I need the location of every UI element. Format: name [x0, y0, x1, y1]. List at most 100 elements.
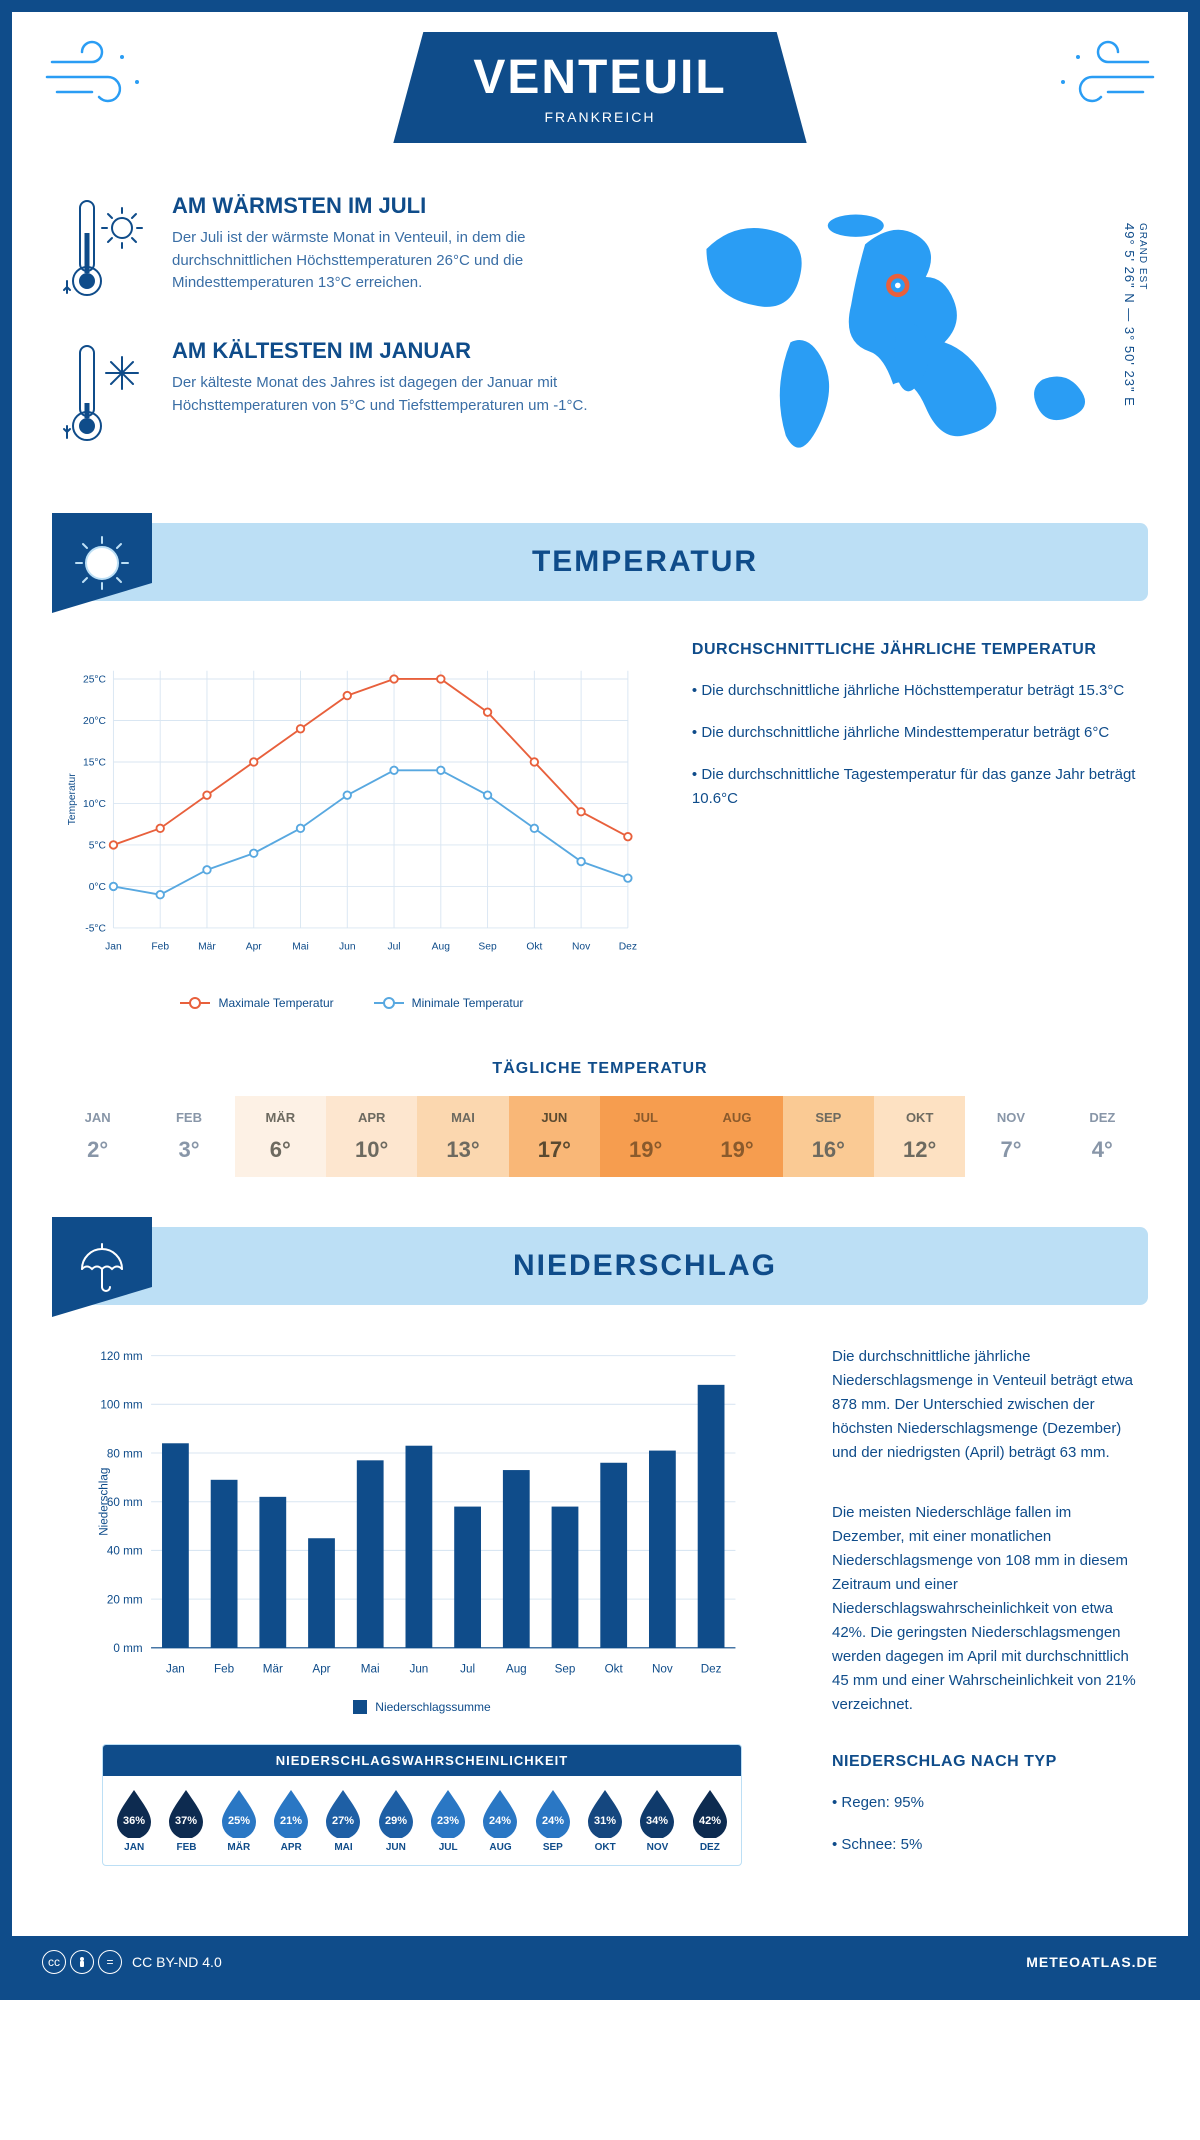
daily-temp-title: TÄGLICHE TEMPERATUR	[12, 1060, 1188, 1078]
svg-text:40 mm: 40 mm	[107, 1545, 143, 1558]
probability-drop: 37% FEB	[161, 1788, 211, 1853]
svg-text:Sep: Sep	[555, 1662, 576, 1675]
thermometer-hot-icon	[62, 193, 152, 303]
temp-bullet-1: • Die durchschnittliche jährliche Mindes…	[692, 721, 1138, 745]
svg-text:Apr: Apr	[312, 1662, 330, 1675]
license-block: cc = CC BY-ND 4.0	[42, 1950, 222, 1974]
cc-icons: cc =	[42, 1950, 122, 1974]
svg-text:Jul: Jul	[387, 941, 400, 952]
svg-text:Aug: Aug	[432, 941, 451, 952]
svg-text:20°C: 20°C	[83, 716, 107, 727]
svg-text:21%: 21%	[280, 1815, 302, 1827]
svg-text:29%: 29%	[385, 1815, 407, 1827]
probability-drop: 29% JUN	[371, 1788, 421, 1853]
svg-text:Okt: Okt	[526, 941, 542, 952]
svg-text:Mai: Mai	[361, 1662, 380, 1675]
temp-section-banner: TEMPERATUR	[52, 523, 1148, 601]
svg-text:120 mm: 120 mm	[100, 1350, 142, 1363]
temp-legend: Maximale Temperatur Minimale Temperatur	[62, 996, 642, 1010]
infographic-frame: VENTEUIL FRANKREICH	[0, 0, 1200, 2000]
svg-text:Jun: Jun	[409, 1662, 428, 1675]
probability-drop: 21% APR	[266, 1788, 316, 1853]
svg-text:5°C: 5°C	[89, 841, 107, 852]
svg-text:Jun: Jun	[339, 941, 356, 952]
temp-bullet-0: • Die durchschnittliche jährliche Höchst…	[692, 679, 1138, 703]
precipitation-bar-chart: 0 mm20 mm40 mm60 mm80 mm100 mm120 mmNied…	[62, 1345, 782, 1685]
probability-drop: 24% SEP	[528, 1788, 578, 1853]
svg-text:Feb: Feb	[151, 941, 169, 952]
svg-text:60 mm: 60 mm	[107, 1496, 143, 1509]
svg-text:25%: 25%	[228, 1815, 250, 1827]
svg-text:Dez: Dez	[701, 1662, 722, 1675]
daily-temp-heatrow: JAN2°FEB3°MÄR6°APR10°MAI13°JUN17°JUL19°A…	[52, 1096, 1148, 1177]
svg-text:Mär: Mär	[198, 941, 216, 952]
svg-text:15°C: 15°C	[83, 758, 107, 769]
probability-drop: 42% DEZ	[685, 1788, 735, 1853]
svg-text:Sep: Sep	[478, 941, 497, 952]
precip-text-1: Die durchschnittliche jährliche Niedersc…	[832, 1345, 1138, 1465]
svg-text:10°C: 10°C	[83, 799, 107, 810]
heat-cell: OKT12°	[874, 1096, 965, 1177]
svg-text:100 mm: 100 mm	[100, 1399, 142, 1412]
nd-icon: =	[98, 1950, 122, 1974]
precip-section-banner: NIEDERSCHLAG	[52, 1227, 1148, 1305]
svg-text:24%: 24%	[542, 1815, 564, 1827]
svg-text:Jul: Jul	[460, 1662, 475, 1675]
fact-cold-text: Der kälteste Monat des Jahres ist dagege…	[172, 372, 627, 417]
svg-text:80 mm: 80 mm	[107, 1447, 143, 1460]
svg-text:34%: 34%	[646, 1815, 668, 1827]
precip-legend: Niederschlagssumme	[62, 1700, 782, 1714]
intro-row: AM WÄRMSTEN IM JULI Der Juli ist der wär…	[12, 173, 1188, 523]
heat-cell: FEB3°	[143, 1096, 234, 1177]
latlon-label: 49° 5' 26" N — 3° 50' 23" E	[1122, 223, 1137, 407]
svg-text:24%: 24%	[489, 1815, 511, 1827]
region-label: GRAND EST	[1137, 223, 1148, 401]
heat-cell: MAI13°	[417, 1096, 508, 1177]
svg-text:0 mm: 0 mm	[113, 1642, 142, 1655]
umbrella-icon	[52, 1217, 152, 1317]
heat-cell: JAN2°	[52, 1096, 143, 1177]
svg-text:Mär: Mär	[263, 1662, 283, 1675]
probability-drop: 31% OKT	[580, 1788, 630, 1853]
svg-text:0°C: 0°C	[89, 882, 107, 893]
svg-text:Apr: Apr	[246, 941, 263, 952]
world-map	[667, 193, 1138, 473]
fact-cold-title: AM KÄLTESTEN IM JANUAR	[172, 338, 627, 364]
license-text: CC BY-ND 4.0	[132, 1954, 222, 1970]
svg-text:Jan: Jan	[166, 1662, 185, 1675]
svg-text:23%: 23%	[437, 1815, 459, 1827]
probability-drop: 25% MÄR	[214, 1788, 264, 1853]
heat-cell: AUG19°	[691, 1096, 782, 1177]
thermometer-cold-icon	[62, 338, 152, 448]
svg-text:Jan: Jan	[105, 941, 122, 952]
footer: cc = CC BY-ND 4.0 METEOATLAS.DE	[12, 1936, 1188, 1988]
sun-icon	[52, 513, 152, 613]
cc-icon: cc	[42, 1950, 66, 1974]
coordinates: GRAND EST 49° 5' 26" N — 3° 50' 23" E	[1122, 223, 1148, 407]
temperature-line-chart: -5°C0°C5°C10°C15°C20°C25°CJanFebMärAprMa…	[62, 641, 642, 981]
heat-cell: APR10°	[326, 1096, 417, 1177]
svg-text:Dez: Dez	[619, 941, 637, 952]
wind-icon-left	[42, 32, 162, 112]
temp-bullet-2: • Die durchschnittliche Tagestemperatur …	[692, 763, 1138, 811]
svg-text:37%: 37%	[175, 1815, 197, 1827]
precip-rain: • Regen: 95%	[832, 1791, 1138, 1815]
fact-warm-title: AM WÄRMSTEN IM JULI	[172, 193, 627, 219]
probability-drop: 23% JUL	[423, 1788, 473, 1853]
precip-probability-box: NIEDERSCHLAGSWAHRSCHEINLICHKEIT 36% JAN …	[102, 1744, 742, 1866]
precip-banner-label: NIEDERSCHLAG	[513, 1249, 777, 1282]
svg-text:42%: 42%	[699, 1815, 721, 1827]
precip-legend-label: Niederschlagssumme	[375, 1700, 490, 1714]
wind-icon-right	[1038, 32, 1158, 112]
svg-text:Nov: Nov	[652, 1662, 673, 1675]
legend-max: Maximale Temperatur	[218, 996, 333, 1010]
country-subtitle: FRANKREICH	[473, 109, 726, 125]
svg-text:Okt: Okt	[605, 1662, 624, 1675]
precip-body: 0 mm20 mm40 mm60 mm80 mm100 mm120 mmNied…	[12, 1305, 1188, 1936]
heat-cell: MÄR6°	[235, 1096, 326, 1177]
heat-cell: JUN17°	[509, 1096, 600, 1177]
heat-cell: NOV7°	[965, 1096, 1056, 1177]
fact-cold: AM KÄLTESTEN IM JANUAR Der kälteste Mona…	[62, 338, 627, 448]
svg-text:Temperatur: Temperatur	[67, 773, 78, 825]
probability-drop: 34% NOV	[632, 1788, 682, 1853]
